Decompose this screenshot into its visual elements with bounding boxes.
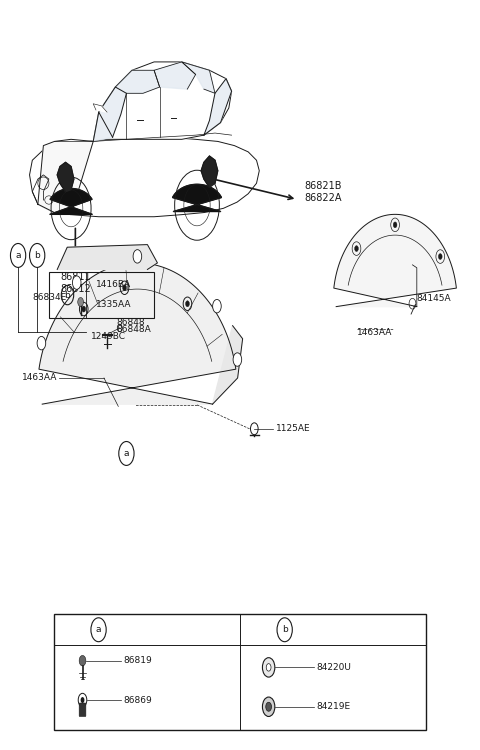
Polygon shape — [201, 156, 218, 188]
Polygon shape — [204, 79, 232, 135]
Text: 1249BC: 1249BC — [91, 332, 126, 340]
Circle shape — [266, 664, 271, 671]
Polygon shape — [93, 104, 107, 112]
Text: 86869: 86869 — [123, 695, 152, 704]
Text: a: a — [96, 626, 101, 634]
Polygon shape — [334, 214, 456, 307]
Text: b: b — [34, 251, 40, 260]
Circle shape — [82, 306, 85, 312]
Text: b: b — [282, 626, 288, 634]
Circle shape — [266, 702, 272, 711]
Circle shape — [81, 697, 84, 703]
Circle shape — [72, 276, 81, 290]
Polygon shape — [115, 70, 160, 93]
Polygon shape — [93, 62, 232, 142]
Polygon shape — [182, 62, 215, 93]
Text: 84219E: 84219E — [316, 702, 350, 711]
Text: 86834E: 86834E — [33, 292, 67, 302]
Polygon shape — [57, 244, 157, 269]
Circle shape — [438, 254, 442, 260]
Polygon shape — [30, 137, 259, 217]
Bar — [49, 272, 154, 318]
Text: 1335AA: 1335AA — [96, 300, 132, 309]
Polygon shape — [57, 162, 74, 192]
Circle shape — [186, 301, 190, 307]
Text: 1125AE: 1125AE — [276, 424, 311, 433]
Text: 86811
86812: 86811 86812 — [60, 272, 91, 294]
Circle shape — [133, 250, 142, 263]
Bar — [54, 614, 426, 730]
Text: b: b — [65, 290, 71, 299]
Text: 1463AA: 1463AA — [357, 328, 392, 337]
Circle shape — [122, 285, 126, 291]
Circle shape — [233, 352, 241, 366]
Text: 84145A: 84145A — [417, 294, 451, 303]
Circle shape — [263, 697, 275, 716]
Polygon shape — [50, 188, 92, 214]
Text: a: a — [124, 449, 129, 458]
Polygon shape — [213, 326, 242, 404]
FancyBboxPatch shape — [79, 703, 86, 716]
Polygon shape — [38, 140, 93, 214]
Circle shape — [78, 298, 84, 307]
Text: 86819: 86819 — [123, 656, 152, 665]
Text: 1416BA: 1416BA — [96, 280, 132, 290]
Circle shape — [213, 299, 221, 313]
Circle shape — [355, 246, 359, 251]
Polygon shape — [93, 87, 126, 142]
Circle shape — [393, 222, 397, 228]
Polygon shape — [39, 263, 236, 404]
Text: 1463AA: 1463AA — [23, 374, 58, 382]
Polygon shape — [172, 184, 221, 211]
Text: 84220U: 84220U — [316, 663, 351, 672]
Polygon shape — [154, 62, 196, 89]
Circle shape — [263, 658, 275, 677]
Circle shape — [79, 656, 86, 666]
Text: 86848A: 86848A — [116, 325, 151, 334]
Text: 86848: 86848 — [116, 318, 144, 327]
Text: 86821B
86822A: 86821B 86822A — [304, 181, 342, 203]
Text: a: a — [15, 251, 21, 260]
Circle shape — [37, 337, 46, 350]
